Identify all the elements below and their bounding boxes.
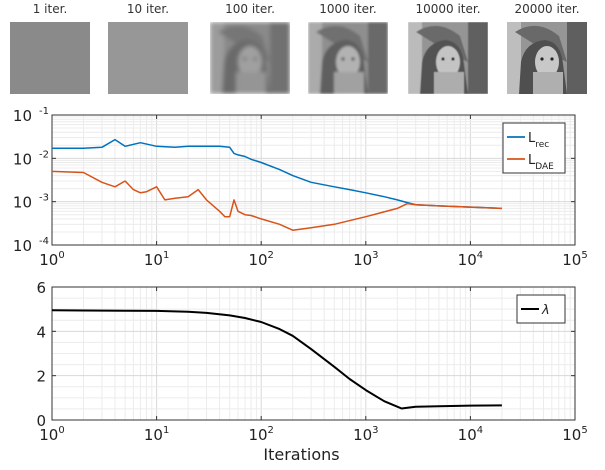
x-tick-label: 104 [458, 250, 483, 269]
y-tick-label: 4 [36, 323, 46, 341]
x-tick-label: 103 [353, 425, 378, 444]
series-line [52, 138, 502, 210]
y-tick-label: 6 [36, 279, 46, 297]
x-tick-label: 100 [39, 425, 64, 444]
thumbnail-label: 20000 iter. [514, 2, 580, 16]
reconstruction-image [108, 22, 188, 94]
x-tick-label: 102 [248, 250, 273, 269]
y-tick-exponent: -3 [39, 193, 49, 204]
thumbnail-label: 1 iter. [32, 2, 68, 16]
reconstruction-image [308, 22, 388, 94]
thumbnail-row: 1 iter. 10 iter. 100 iter. 1000 iter. 10000 … [0, 0, 605, 100]
y-tick-label: 10 [13, 107, 32, 125]
reconstruction-image [210, 22, 290, 94]
x-tick-label: 105 [562, 425, 587, 444]
portrait-icon [408, 22, 488, 94]
x-tick-label: 104 [458, 425, 483, 444]
legend-box [502, 122, 566, 174]
legend-label: Lrec [528, 131, 549, 150]
series-line [51, 170, 502, 231]
y-tick-label: 10 [13, 194, 32, 212]
x-tick-label: 101 [144, 250, 169, 269]
legend-label: LDAE [528, 153, 554, 172]
y-tick-exponent: -1 [39, 106, 49, 117]
thumbnail-label: 100 iter. [225, 2, 275, 16]
portrait-icon [308, 22, 388, 94]
legend-label: λ [541, 303, 550, 318]
x-tick-label: 103 [353, 250, 378, 269]
y-tick-exponent: -2 [39, 149, 49, 160]
y-tick-label: 10 [13, 237, 32, 255]
y-tick-exponent: -4 [39, 236, 49, 247]
reconstruction-image [408, 22, 488, 94]
portrait-icon [210, 22, 290, 94]
x-tick-label: 101 [144, 425, 169, 444]
y-tick-label: 2 [36, 368, 46, 386]
axes-frame [51, 114, 576, 246]
thumbnail-label: 1000 iter. [319, 2, 377, 16]
thumbnail-label: 10000 iter. [415, 2, 481, 16]
y-tick-label: 10 [13, 150, 32, 168]
x-tick-label: 102 [248, 425, 273, 444]
reconstruction-image [10, 22, 90, 94]
x-tick-label: 105 [562, 250, 587, 269]
chart-panel: 100 101 102 103 104 105 10 -4 10 -3 10 -2 10 -1 Lrec LD… [13, 106, 588, 269]
chart-panel: 100 101 102 103 104 105 0 2 4 6 Iterations λ [36, 279, 587, 464]
axes-frame [51, 286, 576, 421]
reconstruction-image [507, 22, 587, 94]
thumbnail-label: 10 iter. [126, 2, 170, 16]
x-tick-label: 100 [39, 250, 64, 269]
portrait-icon [507, 22, 587, 94]
x-axis-label: Iterations [263, 445, 339, 464]
y-tick-label: 0 [36, 412, 46, 430]
series-line [51, 309, 502, 410]
